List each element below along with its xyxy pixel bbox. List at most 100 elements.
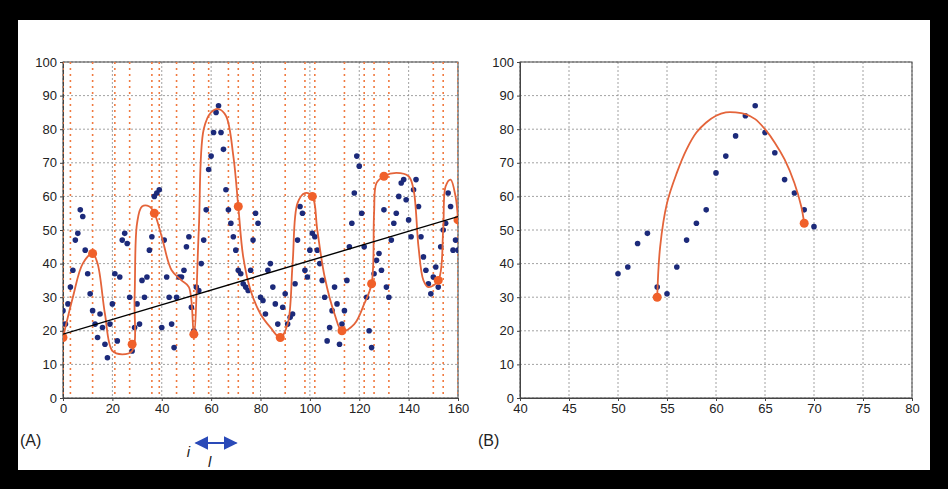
data-point xyxy=(206,167,212,173)
tick: 40 xyxy=(513,398,527,416)
tick: 45 xyxy=(562,398,576,416)
panel-label: (B) xyxy=(478,432,499,449)
trend-line xyxy=(63,217,458,335)
tick-label: 60 xyxy=(204,401,218,416)
tick-label: 60 xyxy=(500,189,514,204)
data-point xyxy=(381,207,387,213)
data-point xyxy=(356,163,362,169)
key-point xyxy=(276,333,285,342)
grid-line xyxy=(63,162,458,163)
tick-label: 50 xyxy=(611,401,625,416)
tick: 75 xyxy=(856,398,870,416)
data-point xyxy=(374,257,380,263)
tick-label: 10 xyxy=(43,357,57,372)
tick: 80 xyxy=(43,122,63,137)
data-point xyxy=(107,321,113,327)
y-axis: 0102030405060708090100 xyxy=(35,55,63,406)
data-point xyxy=(211,130,217,136)
data-point xyxy=(445,190,451,196)
data-point xyxy=(255,220,261,226)
grid-line xyxy=(520,230,912,231)
tick: 60 xyxy=(709,398,723,416)
tick-label: 30 xyxy=(43,290,57,305)
tick: 70 xyxy=(500,155,520,170)
data-point xyxy=(635,241,641,247)
tick: 120 xyxy=(349,398,371,416)
grid-line xyxy=(63,230,458,231)
tick-mark xyxy=(60,364,63,365)
data-point xyxy=(772,150,778,156)
data-point xyxy=(139,278,145,284)
tick-mark xyxy=(517,297,520,298)
tick-mark xyxy=(517,331,520,332)
data-point xyxy=(233,247,239,253)
data-point xyxy=(87,291,93,297)
grid-line xyxy=(520,263,912,264)
data-point xyxy=(349,220,355,226)
data-point xyxy=(77,207,83,213)
data-point xyxy=(324,338,330,344)
data-point xyxy=(421,254,427,260)
tick-mark xyxy=(517,129,520,130)
data-point xyxy=(73,237,79,243)
segment-boundary xyxy=(344,62,346,398)
data-point xyxy=(90,308,96,314)
data-point xyxy=(401,177,407,183)
data-point xyxy=(389,237,395,243)
data-point xyxy=(625,264,631,270)
data-point xyxy=(782,177,788,183)
tick: 0 xyxy=(50,391,63,406)
data-point xyxy=(85,271,91,277)
tick: 60 xyxy=(43,189,63,204)
data-point xyxy=(238,271,244,277)
data-point xyxy=(342,308,348,314)
data-point xyxy=(455,247,458,253)
data-point xyxy=(752,103,758,109)
data-point xyxy=(164,274,170,280)
grid-line xyxy=(63,330,458,331)
data-point xyxy=(297,204,303,210)
segment-boundary xyxy=(193,62,195,398)
data-point xyxy=(70,268,76,274)
data-point xyxy=(406,217,412,223)
data-point xyxy=(339,321,345,327)
tick-mark xyxy=(60,398,63,399)
key-point xyxy=(88,249,97,258)
tick-label: 70 xyxy=(500,155,514,170)
data-point xyxy=(144,274,150,280)
y-axis-line xyxy=(517,63,521,399)
tick-label: 30 xyxy=(500,290,514,305)
tick: 0 xyxy=(60,398,67,416)
segment-boundary xyxy=(363,62,365,398)
tick: 40 xyxy=(500,256,520,271)
data-point xyxy=(290,311,296,317)
data-point xyxy=(396,194,402,200)
data-point xyxy=(186,234,192,240)
tick-mark xyxy=(60,196,63,197)
data-point xyxy=(386,294,392,300)
data-point xyxy=(273,301,279,307)
segment-boundary xyxy=(237,62,239,398)
data-point xyxy=(115,338,121,344)
data-point xyxy=(811,224,817,230)
tick: 90 xyxy=(43,88,63,103)
tick: 65 xyxy=(758,398,772,416)
grid-line xyxy=(63,364,458,365)
tick-mark xyxy=(517,364,520,365)
grid-line xyxy=(520,330,912,331)
data-point xyxy=(359,210,365,216)
tick-label: 120 xyxy=(349,401,371,416)
data-point xyxy=(112,271,118,277)
grid-line xyxy=(63,95,458,96)
tick: 160 xyxy=(448,398,470,416)
data-point xyxy=(68,284,74,290)
grid-line xyxy=(520,196,912,197)
key-point xyxy=(150,209,159,218)
tick: 20 xyxy=(106,398,120,416)
data-point xyxy=(253,210,259,216)
data-point xyxy=(218,130,224,136)
tick: 40 xyxy=(155,398,169,416)
tick-mark xyxy=(517,264,520,265)
x-axis: 404550556065707580 xyxy=(513,398,919,416)
data-point xyxy=(337,341,343,347)
